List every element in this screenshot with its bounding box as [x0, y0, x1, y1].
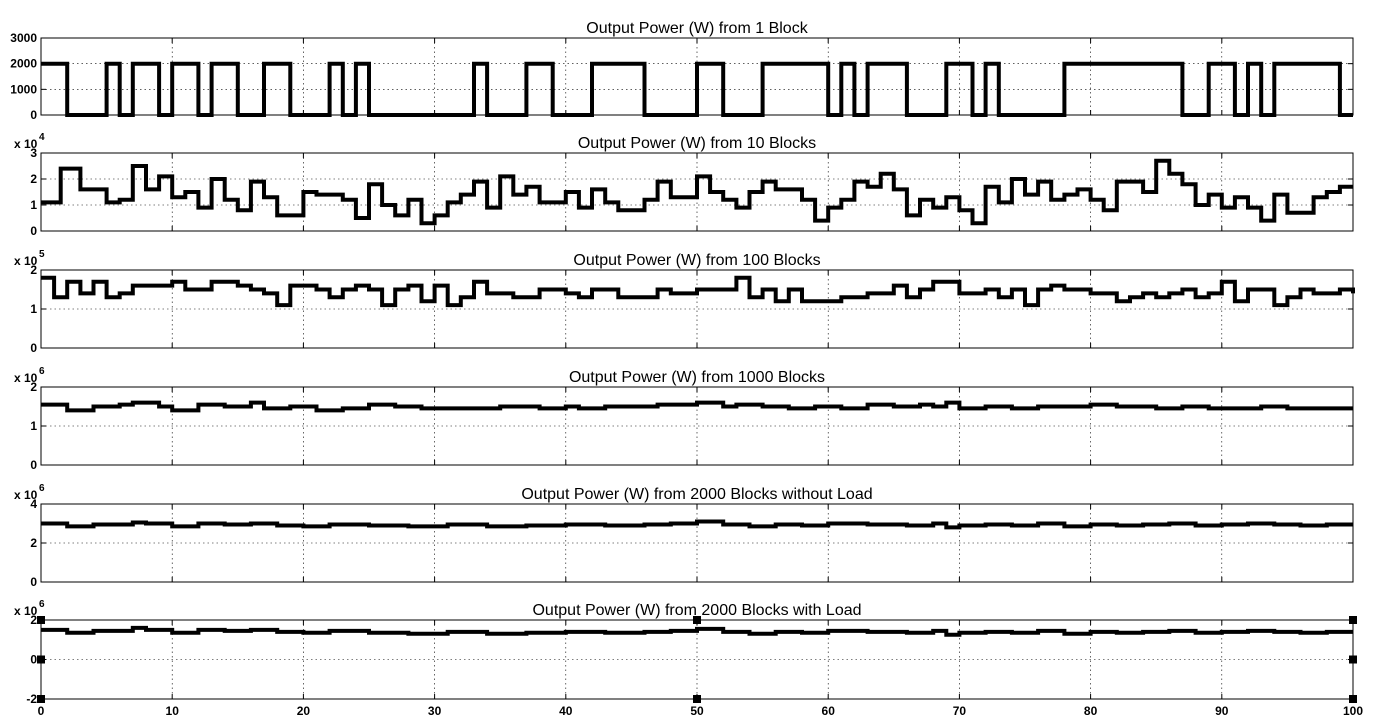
y-tick-label: 2000 [10, 57, 37, 71]
y-tick-label: 0 [30, 108, 37, 122]
y-tick-label: 3 [30, 146, 37, 160]
series-line [41, 158, 1353, 226]
panel-title: Output Power (W) from 1 Block [586, 20, 808, 37]
panel-title: Output Power (W) from 2000 Blocks withou… [521, 486, 872, 503]
x-tick-label: 10 [166, 704, 180, 718]
y-tick-label: 0 [30, 341, 37, 355]
x-tick-label: 30 [428, 704, 442, 718]
y-tick-label: 0 [30, 653, 37, 667]
x-tick-label: 90 [1215, 704, 1229, 718]
selection-handle [1349, 695, 1357, 703]
exponent-power: 4 [39, 132, 45, 143]
panel-title: Output Power (W) from 1000 Blocks [569, 369, 825, 386]
x-tick-label: 100 [1343, 704, 1363, 718]
subplot-1: 0 1000 2000 3000 Output Power (W) from 1 Blo… [10, 20, 1354, 122]
y-tick-label: 2 [30, 380, 37, 394]
y-tick-label: 0 [30, 575, 37, 589]
selection-handle [693, 616, 701, 624]
y-tick-label: 4 [30, 497, 37, 511]
panel-title: Output Power (W) from 100 Blocks [573, 252, 820, 269]
y-tick-label: -2 [26, 692, 37, 706]
series-line [41, 625, 1353, 637]
x-tick-label: 40 [559, 704, 573, 718]
y-tick-label: 0 [30, 224, 37, 238]
y-tick-label: 2 [30, 536, 37, 550]
exponent-label: x 10 [14, 604, 38, 618]
exponent-power: 6 [39, 599, 45, 610]
selection-handle [1349, 655, 1357, 664]
y-tick-label: 1000 [10, 82, 37, 96]
subplot-5: 0 2 4 Output Power (W) from 2000 Blocks wit… [14, 483, 1354, 589]
exponent-label: x 10 [14, 371, 38, 385]
selection-handle [37, 695, 45, 703]
y-tick-label: 1 [30, 198, 37, 212]
selection-handle [1349, 616, 1357, 624]
x-tick-label: 20 [297, 704, 311, 718]
x-tick-label: 0 [38, 704, 45, 718]
subplot-4: 0 1 2 Output Power (W) from 1000 Blocks x 10… [14, 366, 1354, 472]
y-tick-label: 1 [30, 302, 37, 316]
series-line [41, 61, 1353, 117]
exponent-power: 5 [39, 249, 45, 260]
series-line [41, 275, 1355, 308]
exponent-power: 6 [39, 366, 45, 377]
y-tick-label: 2 [30, 613, 37, 627]
panel-title: Output Power (W) from 2000 Blocks with L… [532, 602, 861, 619]
y-tick-label: 2 [30, 172, 37, 186]
subplot-3: 0 1 2 Output Power (W) from 100 Blocks x 10 5 [14, 249, 1355, 355]
exponent-label: x 10 [14, 488, 38, 502]
y-tick-label: 0 [30, 458, 37, 472]
series-line [41, 400, 1353, 413]
panel-title: Output Power (W) from 10 Blocks [578, 135, 816, 152]
axes-box [40, 386, 1354, 466]
selection-handle [693, 695, 701, 703]
y-tick-label: 1 [30, 419, 37, 433]
x-tick-label: 80 [1084, 704, 1098, 718]
x-tick-label: 70 [953, 704, 967, 718]
y-tick-label: 2 [30, 263, 37, 277]
selection-handle [37, 616, 45, 624]
x-tick-label: 50 [690, 704, 704, 718]
subplot-2: 0 1 2 3 Output Power (W) from 10 Blocks x 10 4 [14, 132, 1354, 238]
selection-handle [37, 655, 45, 664]
exponent-power: 6 [39, 483, 45, 494]
axes-box [40, 503, 1354, 583]
exponent-label: x 10 [14, 254, 38, 268]
series-line [41, 519, 1353, 530]
exponent-label: x 10 [14, 137, 38, 151]
x-tick-label: 60 [822, 704, 836, 718]
axes-box [40, 269, 1354, 349]
y-tick-label: 3000 [10, 31, 37, 45]
